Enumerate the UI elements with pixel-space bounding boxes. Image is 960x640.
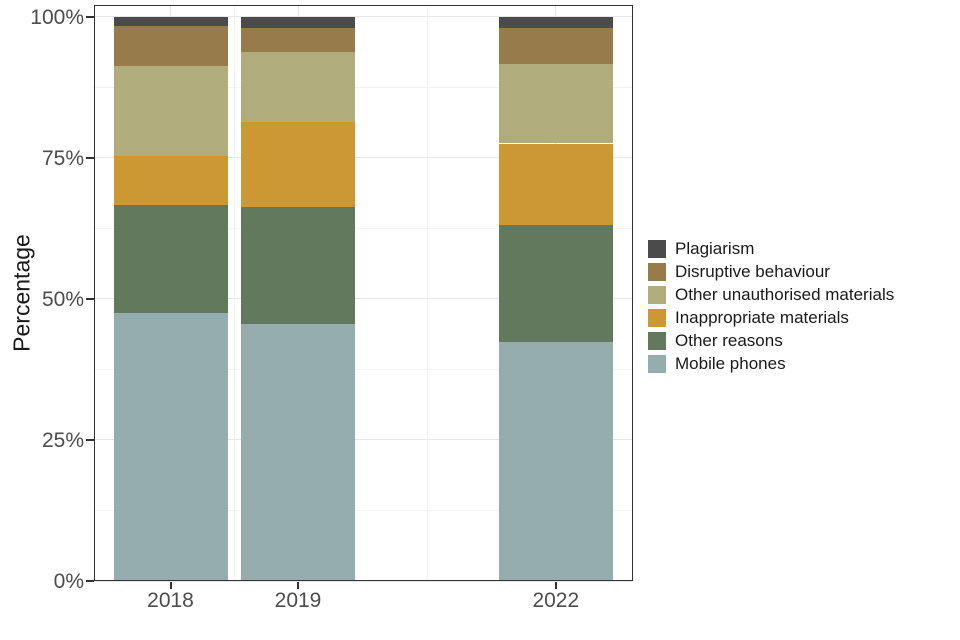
y-tick-label: 25%: [41, 428, 84, 452]
legend-key-swatch-other-reasons: [648, 331, 666, 350]
bar-segment-2019-inappropriate-materials: [241, 122, 355, 208]
y-tick-label: 0%: [53, 570, 84, 593]
legend-item-label: Mobile phones: [675, 353, 786, 373]
bar-segment-2019-other-reasons: [241, 207, 355, 325]
y-tick-mark: [86, 15, 94, 18]
x-tick-mark: [169, 581, 172, 589]
bar-segment-2018-mobile-phones: [113, 312, 228, 581]
bar-segment-2018-other-reasons: [113, 205, 228, 313]
legend-item-mobile-phones: Mobile phones: [648, 352, 894, 375]
bar-segment-2022-mobile-phones: [498, 341, 613, 581]
legend-key-swatch-plagiarism: [648, 239, 666, 258]
bar-segment-2022-inappropriate-materials: [498, 143, 613, 225]
legend-item-label: Other unauthorised materials: [675, 284, 895, 304]
bar-segment-2022-other-reasons: [498, 224, 613, 342]
x-tick-mark: [554, 581, 557, 589]
legend-key-swatch-other-unauthorised-materials: [648, 285, 666, 304]
x-tick-label: 2018: [147, 589, 194, 612]
bar-segment-2019-plagiarism: [241, 16, 355, 28]
bar-segment-2018-disruptive-behaviour: [113, 25, 228, 66]
bar-segment-2018-inappropriate-materials: [113, 156, 228, 206]
gridline-major-horizontal: [94, 157, 633, 159]
legend-item-label: Plagiarism: [675, 238, 755, 258]
legend-item-disruptive-behaviour: Disruptive behaviour: [648, 260, 894, 283]
gridline-major-horizontal: [94, 16, 633, 17]
gridline-minor-horizontal: [94, 368, 633, 370]
gridline-minor-vertical: [426, 5, 428, 581]
legend-item-other-reasons: Other reasons: [648, 329, 894, 352]
gridline-major-horizontal: [94, 580, 633, 582]
gridline-major-horizontal: [94, 298, 633, 300]
y-tick-label: 50%: [41, 287, 84, 311]
y-tick-label: 75%: [41, 146, 84, 170]
bar-segment-2018-other-unauthorised-materials: [113, 65, 228, 157]
bar-segment-2022-plagiarism: [498, 16, 613, 29]
gridline-minor-vertical: [234, 5, 235, 581]
gridline-major-horizontal: [94, 439, 633, 441]
legend: Plagiarism Disruptive behaviour Other unau…: [648, 237, 894, 375]
legend-key-swatch-disruptive-behaviour: [648, 262, 666, 281]
legend-item-label: Disruptive behaviour: [675, 261, 830, 281]
legend-key-swatch-mobile-phones: [648, 354, 666, 373]
bar-segment-2019-disruptive-behaviour: [241, 27, 355, 53]
bar-segment-2019-other-unauthorised-materials: [241, 52, 355, 123]
y-tick-label: 100%: [30, 5, 84, 29]
plot-panel: [94, 5, 633, 582]
legend-item-plagiarism: Plagiarism: [648, 237, 894, 260]
y-tick-mark: [86, 580, 94, 582]
x-tick-label: 2022: [532, 589, 580, 612]
y-tick-mark: [86, 156, 94, 159]
gridline-minor-horizontal: [94, 86, 633, 88]
legend-item-label: Inappropriate materials: [675, 307, 849, 327]
bar-segment-2018-plagiarism: [113, 16, 228, 26]
gridline-minor-horizontal: [94, 509, 633, 511]
bar-segment-2022-disruptive-behaviour: [498, 28, 613, 65]
y-tick-mark: [86, 438, 94, 441]
legend-item-other-unauthorised-materials: Other unauthorised materials: [648, 283, 894, 306]
legend-item-label: Other reasons: [675, 330, 783, 350]
legend-item-inappropriate-materials: Inappropriate materials: [648, 306, 894, 329]
x-tick-label: 2019: [274, 589, 322, 612]
bar-segment-2019-mobile-phones: [241, 324, 355, 581]
bar-segment-2022-other-unauthorised-materials: [498, 64, 613, 144]
y-tick-mark: [86, 297, 94, 300]
legend-key-swatch-inappropriate-materials: [648, 308, 666, 327]
x-tick-mark: [297, 581, 299, 589]
gridline-minor-horizontal: [94, 227, 633, 229]
